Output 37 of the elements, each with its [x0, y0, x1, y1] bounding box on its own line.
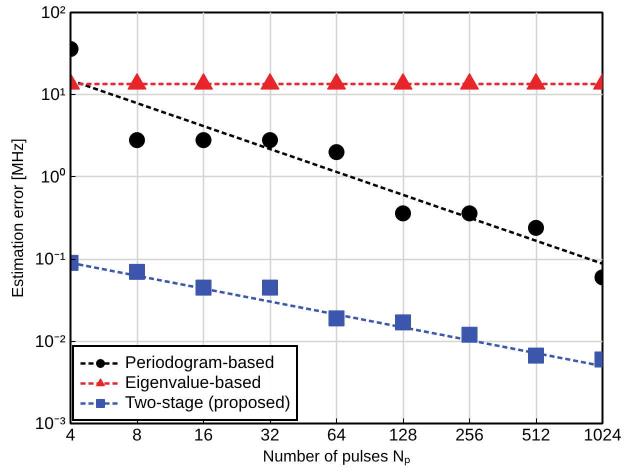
point: [462, 205, 478, 222]
point: [328, 310, 344, 326]
point: [526, 73, 546, 90]
legend-label: Eigenvalue-based: [125, 373, 262, 393]
point: [260, 73, 280, 90]
x-tick-label: 4: [66, 426, 76, 444]
point: [395, 205, 411, 222]
point: [528, 348, 544, 364]
x-tick-label: 512: [522, 426, 550, 444]
x-tick-label: 16: [194, 426, 213, 444]
point: [394, 73, 412, 90]
y-tick-label: 10²: [40, 3, 66, 22]
y-tick-label: 10⁰: [40, 167, 66, 186]
point: [395, 314, 411, 330]
x-tick-label: 64: [327, 426, 346, 444]
y-tick-label: 10¹: [40, 85, 66, 104]
y-tick-label: 10⁻²: [34, 332, 66, 351]
point: [196, 280, 212, 296]
point: [462, 326, 478, 343]
point: [129, 264, 145, 280]
y-tick-label: 10⁻³: [34, 414, 66, 433]
legend-label: Two-stage (proposed): [125, 393, 290, 413]
point: [460, 73, 479, 90]
point: [327, 73, 346, 90]
point: [194, 73, 213, 90]
point: [528, 220, 544, 236]
x-tick-label: 128: [388, 426, 418, 444]
x-axis-title: Number of pulses Nₚ: [262, 448, 410, 466]
x-tick-label: 32: [260, 426, 280, 444]
x-tick-label: 8: [132, 426, 142, 444]
x-tick-label: 1024: [584, 426, 622, 444]
x-tick-label: 256: [455, 426, 484, 444]
point: [128, 73, 146, 90]
y-tick-label: 10⁻¹: [34, 250, 66, 269]
point: [262, 280, 278, 296]
legend-label: Periodogram-based: [125, 353, 274, 373]
y-axis-title: Estimation error [MHz]: [10, 138, 27, 298]
